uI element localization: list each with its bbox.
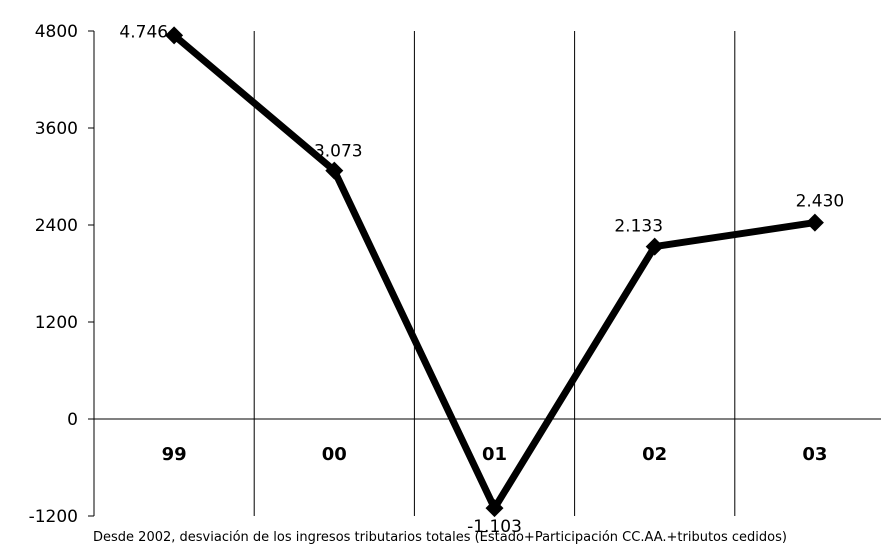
data-label: 2.430 — [796, 192, 845, 212]
data-point-marker — [485, 499, 504, 518]
data-point-marker — [645, 237, 664, 256]
data-point-marker — [325, 161, 344, 180]
y-tick-label: -1200 — [29, 507, 78, 527]
y-tick-label: 0 — [67, 410, 78, 430]
data-point-marker — [805, 213, 824, 232]
x-axis-categories: 99 00 01 02 03 — [162, 444, 828, 465]
data-point-marker — [165, 26, 184, 45]
y-tick-label: 3600 — [35, 119, 78, 139]
x-category-label: 02 — [642, 444, 667, 465]
series-line — [171, 32, 816, 516]
data-label: 3.073 — [314, 142, 363, 162]
x-category-label: 99 — [162, 444, 187, 465]
data-label: 2.133 — [614, 217, 663, 237]
x-category-label: 03 — [802, 444, 827, 465]
series-markers — [165, 26, 824, 518]
data-label: -1.103 — [467, 517, 522, 537]
footnote: Desde 2002, desviación de los ingresos t… — [93, 530, 787, 545]
data-labels: 4.746 3.073 -1.103 2.133 2.430 — [119, 22, 844, 537]
category-gridlines — [253, 31, 736, 516]
y-tick-label: 4800 — [35, 22, 78, 42]
x-category-label: 01 — [482, 444, 507, 465]
x-category-label: 00 — [322, 444, 347, 465]
y-axis-ticks: 4800 3600 2400 1200 0 -1200 — [29, 22, 94, 527]
y-tick-label: 1200 — [35, 313, 78, 333]
data-label: 4.746 — [119, 22, 168, 42]
y-tick-label: 2400 — [35, 216, 78, 236]
